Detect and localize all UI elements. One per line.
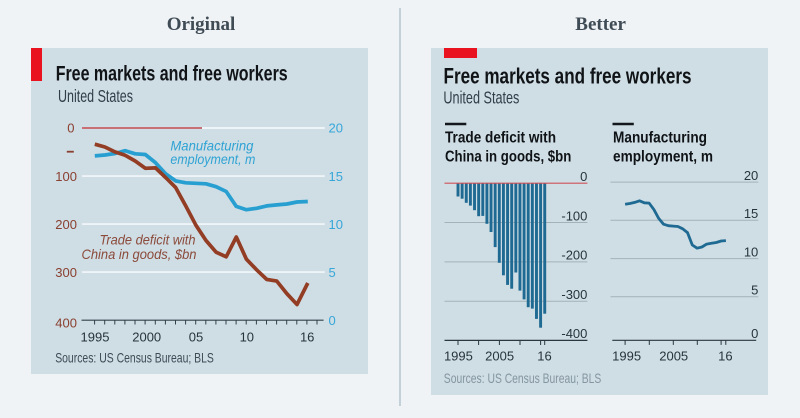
svg-text:16: 16: [718, 349, 732, 364]
svg-text:1995: 1995: [612, 349, 641, 364]
svg-text:100: 100: [55, 169, 77, 184]
svg-text:China in goods, $bn: China in goods, $bn: [82, 246, 197, 262]
svg-text:Manufacturing: Manufacturing: [613, 130, 707, 147]
svg-text:200: 200: [55, 217, 77, 232]
svg-text:United States: United States: [443, 88, 519, 108]
svg-text:05: 05: [189, 330, 203, 345]
svg-text:1995: 1995: [444, 349, 473, 364]
svg-text:2005: 2005: [485, 349, 514, 364]
svg-text:15: 15: [329, 169, 343, 184]
svg-text:5: 5: [329, 265, 336, 280]
svg-text:-400: -400: [561, 326, 587, 341]
svg-text:employment, m: employment, m: [170, 151, 255, 167]
svg-text:400: 400: [55, 316, 77, 331]
svg-text:Sources: US Census Bureau; BLS: Sources: US Census Bureau; BLS: [444, 370, 602, 386]
svg-text:Free markets and free workers: Free markets and free workers: [444, 63, 692, 88]
svg-text:2000: 2000: [132, 330, 161, 345]
svg-text:10: 10: [329, 217, 343, 232]
svg-text:0: 0: [329, 313, 336, 328]
svg-text:-100: -100: [561, 208, 587, 223]
svg-text:16: 16: [300, 330, 314, 345]
svg-text:5: 5: [751, 283, 758, 298]
svg-text:Trade deficit with: Trade deficit with: [100, 231, 196, 247]
svg-text:1995: 1995: [81, 330, 110, 345]
svg-text:15: 15: [744, 206, 758, 221]
svg-text:10: 10: [240, 330, 254, 345]
svg-text:Trade deficit with: Trade deficit with: [445, 130, 556, 147]
svg-text:Better: Better: [575, 14, 626, 35]
svg-text:employment, m: employment, m: [613, 149, 713, 166]
svg-text:0: 0: [751, 326, 758, 341]
svg-text:0: 0: [580, 169, 587, 184]
svg-text:20: 20: [329, 121, 343, 136]
svg-text:0: 0: [67, 121, 74, 136]
svg-text:Original: Original: [167, 14, 236, 35]
svg-text:20: 20: [744, 168, 758, 183]
svg-text:10: 10: [744, 244, 758, 259]
svg-text:United States: United States: [58, 86, 133, 106]
svg-text:Free markets and free workers: Free markets and free workers: [56, 61, 288, 85]
svg-text:16: 16: [537, 349, 551, 364]
svg-text:Manufacturing: Manufacturing: [170, 138, 253, 154]
svg-text:-300: -300: [561, 287, 587, 302]
svg-text:China in goods, $bn: China in goods, $bn: [445, 149, 571, 166]
svg-text:Sources: US Census Bureau; BLS: Sources: US Census Bureau; BLS: [55, 350, 214, 366]
svg-text:-200: -200: [561, 248, 587, 263]
svg-text:2005: 2005: [659, 349, 688, 364]
svg-text:300: 300: [55, 265, 77, 280]
